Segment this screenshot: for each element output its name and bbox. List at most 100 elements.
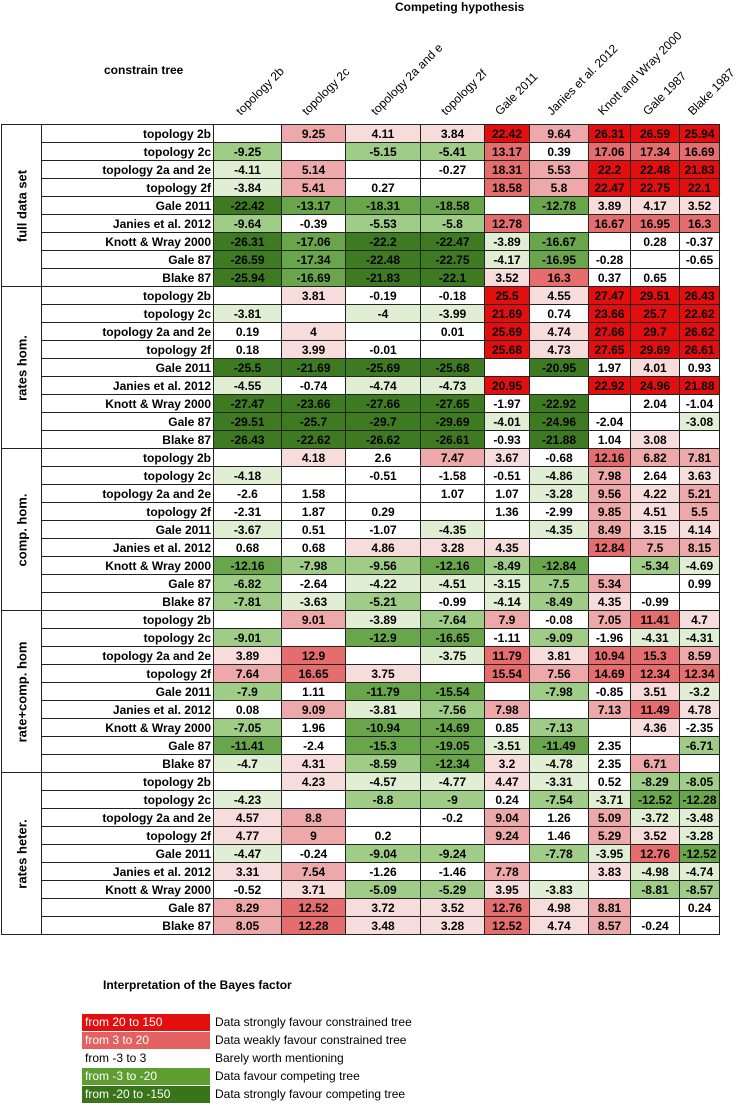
bayes-factor-cell: 27.65 <box>588 340 631 359</box>
bayes-factor-cell: -18.58 <box>420 196 485 215</box>
bayes-factor-cell: -3.63 <box>281 592 346 611</box>
bayes-factor-cell: 4.47 <box>484 772 530 791</box>
bayes-factor-cell: 4.73 <box>529 340 589 359</box>
bayes-factor-cell: 2.35 <box>588 736 631 755</box>
bayes-factor-cell: -1.07 <box>345 520 421 539</box>
bayes-factor-cell: 0.93 <box>679 358 720 377</box>
bayes-factor-cell: -23.66 <box>281 394 346 413</box>
bayes-factor-cell <box>484 520 530 539</box>
bayes-factor-cell: -4.14 <box>484 592 530 611</box>
bayes-factor-cell: -4.31 <box>630 628 680 647</box>
bayes-factor-cell: 7.54 <box>281 862 346 881</box>
group-label-text: rate+comp. hom <box>14 641 29 742</box>
row-label: Gale 87 <box>41 736 214 755</box>
bayes-factor-cell: -19.05 <box>420 736 485 755</box>
row-label: topology 2f <box>41 178 214 197</box>
bayes-factor-cell: 9 <box>281 826 346 845</box>
bayes-factor-cell: 1.96 <box>281 718 346 737</box>
bayes-factor-cell: -12.16 <box>213 556 282 575</box>
row-label: Gale 87 <box>41 574 214 593</box>
row-label: topology 2f <box>41 826 214 845</box>
table-row: comp. hom. topology 2b 4.18 2.6 7.47 3.67 -0.6… <box>1 448 720 611</box>
bayes-factor-cell: -7.78 <box>529 844 589 863</box>
bayes-factor-cell: -22.42 <box>213 196 282 215</box>
group-label-text: comp. hom. <box>14 493 29 566</box>
bayes-factor-cell: -0.51 <box>345 466 421 485</box>
bayes-factor-cell: 0.29 <box>345 502 421 521</box>
bayes-factor-cell: 4.22 <box>630 484 680 503</box>
bayes-factor-cell: -16.67 <box>529 232 589 251</box>
bayes-factor-cell: 3.51 <box>630 682 680 701</box>
table-row: Gale 87 -6.82 -2.64 -4.22 -4.51 -3.15 -7.5 5.34… <box>2 574 720 593</box>
bayes-factor-cell: -5.34 <box>630 556 680 575</box>
legend-description: Barely worth mentioning <box>215 1051 344 1065</box>
bayes-factor-cell: -3.75 <box>420 646 485 665</box>
bayes-factor-cell: 1.58 <box>281 484 346 503</box>
row-label: Gale 2011 <box>41 844 214 863</box>
bayes-factor-cell <box>345 484 421 503</box>
row-label: Janies et al. 2012 <box>41 214 214 233</box>
bayes-factor-cell: -3.95 <box>588 844 631 863</box>
bayes-factor-cell: 1.46 <box>529 826 589 845</box>
bayes-factor-cell: -22.92 <box>529 394 589 413</box>
bayes-factor-cell: 25.69 <box>484 322 530 341</box>
row-label: topology 2c <box>41 304 214 323</box>
bayes-factor-cell: -3.31 <box>529 772 589 791</box>
bayes-factor-cell: 0.74 <box>529 304 589 323</box>
bayes-factor-cell: 10.94 <box>588 646 631 665</box>
bayes-factor-cell: -12.9 <box>345 628 421 647</box>
bayes-factor-cell <box>588 556 631 575</box>
bayes-factor-cell: 8.8 <box>281 808 346 827</box>
bayes-factor-cell <box>679 592 720 611</box>
bayes-factor-cell: 1.07 <box>484 484 530 503</box>
bayes-factor-cell: 3.99 <box>281 340 346 359</box>
bayes-factor-cell: -5.29 <box>420 880 485 899</box>
bayes-factor-cell: -26.31 <box>213 232 282 251</box>
bayes-factor-cell: -27.66 <box>345 394 421 413</box>
bayes-factor-cell: -14.69 <box>420 718 485 737</box>
bayes-factor-cell: 11.49 <box>630 700 680 719</box>
bayes-factor-cell: -16.65 <box>420 628 485 647</box>
bayes-factor-cell: 5.34 <box>588 574 631 593</box>
bayes-factor-cell: 3.81 <box>529 646 589 665</box>
bayes-factor-cell: 11.41 <box>630 610 680 629</box>
bayes-factor-cell: -3.89 <box>484 232 530 251</box>
bayes-factor-cell: 1.26 <box>529 808 589 827</box>
bayes-factor-cell: -6.71 <box>679 736 720 755</box>
bayes-factor-cell: -5.8 <box>420 214 485 233</box>
bayes-factor-cell: -3.67 <box>213 520 282 539</box>
bayes-factor-cell: 8.29 <box>213 898 282 917</box>
bayes-factor-cell: 0.39 <box>529 142 589 161</box>
bayes-factor-cell: 16.69 <box>679 142 720 161</box>
row-label: Blake 87 <box>41 430 214 449</box>
bayes-factor-cell: 3.95 <box>484 880 530 899</box>
table-row: topology 2f 0.18 3.99 -0.01 25.68 4.73 27.65 29… <box>2 340 720 359</box>
bayes-factor-cell: -0.19 <box>345 286 421 305</box>
bayes-factor-cell: -11.41 <box>213 736 282 755</box>
bayes-factor-cell: 4.35 <box>588 592 631 611</box>
legend-swatch: from -3 to -20 <box>82 1068 210 1085</box>
bayes-factor-cell: 16.95 <box>630 214 680 233</box>
bayes-factor-cell: -17.34 <box>281 250 346 269</box>
bayes-factor-cell: 21.88 <box>679 376 720 395</box>
bayes-factor-cell: -1.11 <box>484 628 530 647</box>
bayes-factor-cell <box>529 700 589 719</box>
bayes-factor-cell: -12.34 <box>420 754 485 773</box>
bayes-factor-cell: 17.34 <box>630 142 680 161</box>
bayes-factor-cell: -9.56 <box>345 556 421 575</box>
bayes-factor-cell: -21.88 <box>529 430 589 449</box>
bayes-factor-cell: 7.9 <box>484 610 530 629</box>
table-row: Blake 87 8.05 12.28 3.48 3.28 12.52 4.74 8.57 -0… <box>2 916 720 935</box>
bayes-factor-cell: -0.99 <box>630 592 680 611</box>
bayes-factor-cell: -4.86 <box>529 466 589 485</box>
bayes-factor-cell: 25.5 <box>484 286 530 305</box>
bayes-factor-cell: -29.7 <box>345 412 421 431</box>
bayes-factor-cell <box>630 250 680 269</box>
bayes-factor-cell: 8.57 <box>588 916 631 935</box>
bayes-factor-cell: 3.28 <box>420 538 485 557</box>
bayes-factor-cell: 5.14 <box>281 160 346 179</box>
bayes-factor-cell: 2.64 <box>630 466 680 485</box>
bayes-factor-cell: 4.74 <box>529 322 589 341</box>
bayes-factor-cell: -27.47 <box>213 394 282 413</box>
bayes-factor-cell: 6.82 <box>630 448 680 467</box>
